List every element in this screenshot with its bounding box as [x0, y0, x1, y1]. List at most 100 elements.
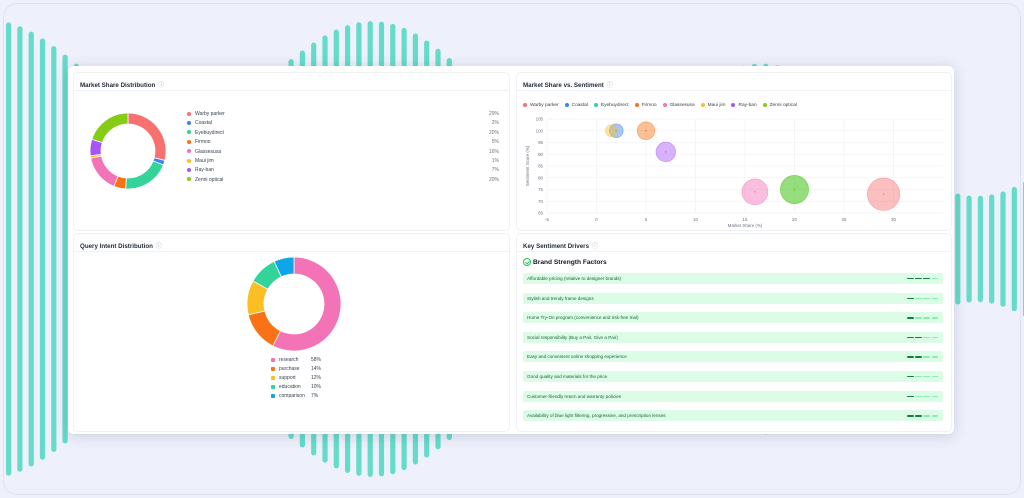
legend-label: support [279, 375, 296, 381]
legend-value: 29% [488, 111, 499, 117]
bubble-center [882, 193, 885, 195]
x-tick-label: 15 [743, 217, 748, 222]
strength-segment [931, 376, 939, 378]
wave-bar [1000, 191, 1006, 307]
driver-item[interactable]: Home Try-On program (convenience and ris… [523, 312, 943, 324]
strength-segment [931, 356, 939, 358]
section-title: Brand Strength Factors [533, 259, 607, 266]
sentiment-legend: Warby parker Coastal Eyebuydirect Firmoo Gla… [523, 103, 803, 108]
driver-label: Easy and convenient online shopping expe… [527, 354, 627, 360]
legend-label: Ray-ban [195, 167, 214, 174]
x-tick-label: 10 [693, 217, 698, 222]
query-intent-panel: Query Intent Distribution ⓘ research 58% pu… [74, 234, 509, 431]
legend-item: Eyebuydirect [187, 130, 224, 136]
legend-swatch [187, 139, 191, 144]
query-intent-donut [246, 256, 342, 352]
legend-item: Glassesusa [187, 149, 221, 155]
x-tick-label: -5 [545, 217, 549, 222]
legend-value: 58% [311, 357, 322, 363]
pie-slice[interactable] [127, 112, 167, 161]
pie-slice[interactable] [90, 155, 119, 187]
info-icon[interactable]: ⓘ [606, 83, 613, 89]
pie-slice[interactable] [125, 160, 164, 190]
legend-label: Glassesusa [669, 103, 695, 109]
legend-item[interactable]: Firmoo [634, 103, 657, 108]
info-icon[interactable]: ⓘ [155, 244, 162, 250]
legend-item[interactable]: Eyebuydirect [593, 103, 629, 109]
driver-item[interactable]: Easy and convenient online shopping expe… [523, 351, 943, 363]
strength-segment [923, 356, 930, 358]
legend-item: comparison [271, 393, 305, 399]
strength-segment [923, 317, 930, 319]
legend-value: 10% [311, 384, 322, 390]
pie-slice[interactable] [273, 256, 295, 278]
y-tick-label: 105 [536, 117, 544, 122]
bubble-center [615, 130, 617, 132]
legend-label: Firmoo [195, 139, 211, 146]
legend-item: Warby parker [187, 111, 225, 117]
legend-label: education [279, 384, 301, 390]
strength-segment [907, 336, 914, 339]
bubble-center [665, 151, 667, 153]
y-tick-label: 75 [538, 187, 543, 192]
x-tick-label: 0 [595, 217, 598, 222]
x-tick-label: 25 [842, 217, 847, 222]
wave-bar [39, 38, 46, 460]
driver-item[interactable]: Good quality and materials for the price [523, 371, 943, 382]
bubble-center [610, 130, 613, 132]
strength-segment [907, 395, 914, 397]
strength-indicator [907, 395, 939, 398]
strength-segment [907, 297, 914, 299]
strength-indicator [907, 278, 939, 280]
legend-item[interactable]: Maui jim [700, 103, 725, 108]
strength-segment [923, 278, 930, 280]
legend-label: purchase [279, 366, 300, 372]
legend-item[interactable]: Zenni optical [762, 103, 797, 108]
strength-segment [923, 336, 930, 339]
legend-item[interactable]: Coastal [564, 103, 588, 108]
strength-indicator [907, 317, 939, 319]
sentiment-panel: Market Share vs. Sentiment ⓘ Warby parker… [517, 73, 951, 230]
legend-item[interactable]: Ray-ban [731, 103, 757, 108]
legend-swatch [564, 103, 569, 107]
y-tick-label: 100 [536, 128, 544, 133]
legend-value: 2% [491, 120, 499, 127]
strength-segment [931, 317, 939, 319]
pie-slice[interactable] [91, 112, 129, 144]
pie-slice[interactable] [272, 256, 342, 352]
pie-slice[interactable] [247, 310, 282, 347]
info-icon[interactable]: ⓘ [158, 83, 165, 89]
legend-label: research [279, 357, 299, 363]
legend-swatch [271, 357, 275, 362]
driver-item[interactable]: Social responsibility (Buy a Pair, Give … [523, 331, 943, 343]
legend-label: Eyebuydirect [195, 129, 224, 136]
legend-value: 7% [491, 167, 499, 174]
panel-title: Market Share vs. Sentiment ⓘ [523, 82, 613, 89]
legend-item[interactable]: Warby parker [523, 103, 559, 108]
legend-label: Eyebuydirect [600, 103, 629, 109]
driver-item[interactable]: Stylish and trendy frame designs [523, 292, 943, 304]
legend-item[interactable]: Glassesusa [662, 103, 695, 109]
legend-swatch [523, 103, 527, 107]
strength-segment [915, 278, 922, 280]
legend-item: support [271, 375, 296, 381]
legend-label: Warby parker [530, 103, 559, 109]
check-circle-icon [523, 258, 531, 266]
driver-item[interactable]: Affordable pricing (relative to designer… [523, 273, 943, 284]
x-tick-label: 30 [891, 217, 896, 222]
y-tick-label: 65 [538, 211, 543, 216]
driver-label: Good quality and materials for the price [527, 374, 608, 379]
legend-swatch [271, 393, 275, 398]
legend-item: Ray-ban [187, 167, 214, 173]
panel-title: Query Intent Distribution ⓘ [80, 243, 162, 250]
legend-label: Coastal [195, 120, 212, 127]
strength-segment [915, 376, 922, 378]
legend-label: Warby parker [195, 111, 225, 117]
legend-label: Zenni optical [195, 176, 224, 183]
legend-swatch [271, 366, 275, 371]
driver-item[interactable]: Availability of blue light filtering, pr… [523, 410, 943, 422]
info-icon[interactable]: ⓘ [592, 244, 599, 250]
driver-item[interactable]: Customer-friendly return and warranty po… [523, 390, 943, 402]
wave-bar [966, 195, 972, 303]
driver-label: Customer-friendly return and warranty po… [527, 393, 621, 399]
